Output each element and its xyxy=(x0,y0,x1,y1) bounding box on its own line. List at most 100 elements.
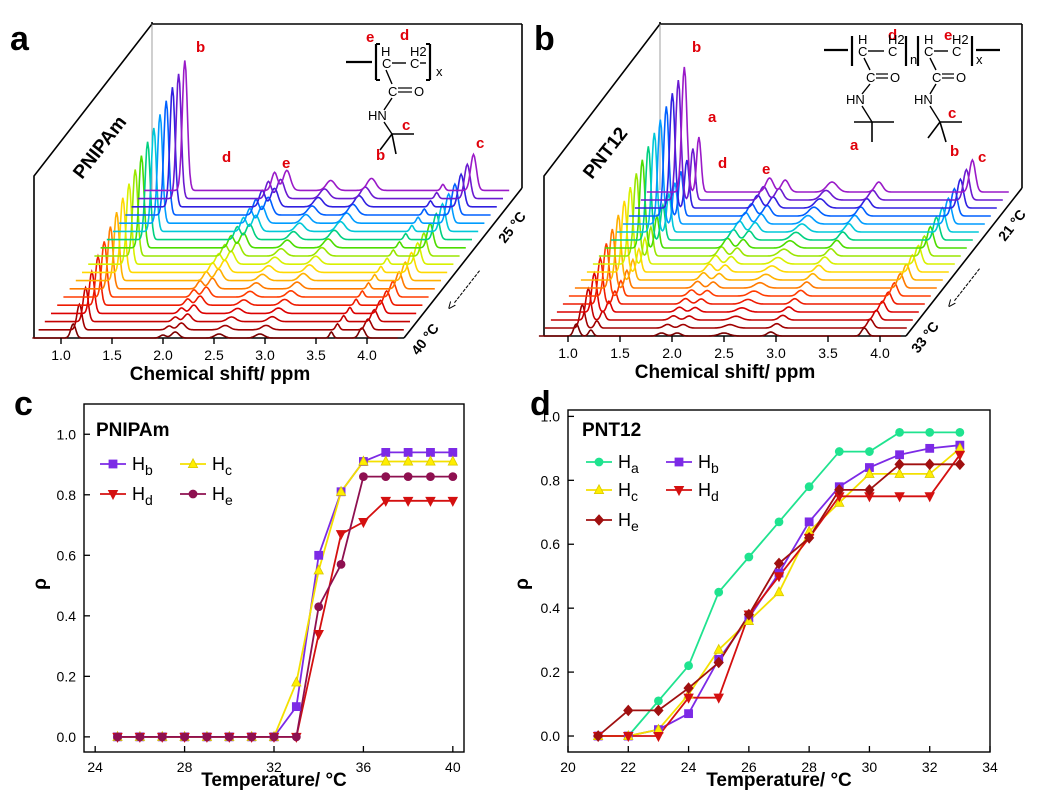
struct-label-d: d xyxy=(400,27,409,44)
marker-triangle-down xyxy=(335,530,347,541)
x-tick-label: 1.5 xyxy=(102,347,122,363)
marker-circle xyxy=(895,427,904,437)
x-tick-label: 2.0 xyxy=(662,345,682,361)
x-tick-label: 20 xyxy=(560,759,576,775)
spectrum-trace xyxy=(51,269,417,315)
peak-label-d-a: d xyxy=(222,149,231,166)
spectrum-trace xyxy=(574,228,937,289)
marker-circle xyxy=(336,559,346,569)
struct-h-1: H xyxy=(858,32,867,47)
series-line-Hd xyxy=(117,499,453,738)
y-tick-label: 0.6 xyxy=(541,536,561,552)
spectrum-trace xyxy=(616,132,979,233)
y-axis-label-c: ρ xyxy=(30,578,51,590)
spectrum-trace xyxy=(88,183,454,265)
marker-triangle-down xyxy=(683,693,694,704)
x-axis-label-a: Chemical shift/ ppm xyxy=(130,364,311,385)
chart-title-c: PNIPAm xyxy=(96,420,170,441)
marker-square xyxy=(426,448,435,457)
spectrum-trace xyxy=(550,286,913,321)
marker-circle xyxy=(157,732,167,742)
spectrum-trace xyxy=(131,87,497,208)
marker-circle xyxy=(359,472,368,482)
spectrum-trace xyxy=(586,200,949,273)
polymer-name-a: PNIPAm xyxy=(69,112,131,183)
y-axis-label-d: ρ xyxy=(512,578,533,590)
struct-label-c: c xyxy=(948,105,956,122)
struct-h-2: H xyxy=(924,32,933,47)
y-tick-label: 0.0 xyxy=(541,728,561,744)
legend-sub: b xyxy=(145,462,153,478)
struct-c-4: C xyxy=(952,44,961,59)
peak-label-b-a: b xyxy=(196,39,205,56)
y-tick-label: 0.4 xyxy=(541,600,561,616)
spectra-stack-b xyxy=(538,66,1009,337)
x-ticks-a: 1.0 1.5 2.0 2.5 3.0 3.5 4.0 xyxy=(51,338,377,363)
struct-label-e: e xyxy=(366,29,374,46)
y-tick-label: 0.0 xyxy=(57,729,77,745)
x-tick-label: 22 xyxy=(620,759,636,775)
marker-triangle-up xyxy=(713,643,724,654)
spectrum-trace xyxy=(100,155,466,249)
marker-triangle-down xyxy=(358,518,369,529)
series-d xyxy=(592,427,966,743)
marker-triangle-down xyxy=(402,496,414,507)
x-tick-label: 24 xyxy=(87,759,103,775)
peak-label-e-b: e xyxy=(762,161,770,178)
legend-c: Hb Hc Hd He xyxy=(100,454,233,508)
x-tick-label: 3.0 xyxy=(766,345,786,361)
marker-circle xyxy=(188,489,198,499)
peak-label-e-a: e xyxy=(282,155,290,172)
spectrum-trace xyxy=(610,146,973,241)
marker-square xyxy=(381,448,391,457)
marker-triangle-down xyxy=(894,492,905,503)
marker-diamond xyxy=(773,557,785,570)
marker-triangle-up xyxy=(593,483,605,495)
marker-diamond xyxy=(713,656,724,669)
marker-circle xyxy=(426,472,435,482)
x-tick-label: 24 xyxy=(681,759,697,775)
spectrum-trace xyxy=(556,270,919,313)
x-tick-label: 28 xyxy=(801,759,817,775)
panel-label-a: a xyxy=(10,20,30,58)
struct-label-d: d xyxy=(888,27,897,44)
marker-circle xyxy=(594,457,604,467)
spectrum-trace xyxy=(94,169,460,257)
spectrum-trace xyxy=(628,106,991,217)
spectrum-trace xyxy=(538,322,901,337)
marker-circle xyxy=(654,696,663,706)
struct-c3: C xyxy=(388,84,397,99)
marker-circle xyxy=(381,472,391,482)
box-outline-depth xyxy=(403,187,523,339)
marker-diamond xyxy=(593,514,605,526)
marker-triangle-down xyxy=(954,450,966,461)
x-tick-label: 34 xyxy=(982,759,998,775)
series-line-Hb xyxy=(117,451,453,738)
marker-circle xyxy=(403,472,413,482)
y-tick-label: 0.2 xyxy=(541,664,561,680)
struct-c-2: C xyxy=(888,44,897,59)
plot-frame-d xyxy=(567,409,991,753)
box-outline-left xyxy=(543,22,661,336)
struct-label-b: b xyxy=(376,147,385,164)
marker-triangle-up xyxy=(425,455,436,466)
x-tick-label: 3.0 xyxy=(255,347,275,363)
struct-c-3: C xyxy=(924,44,933,59)
x-tick-label: 3.5 xyxy=(818,345,838,361)
x-tick-label: 2.0 xyxy=(153,347,173,363)
marker-circle xyxy=(804,482,814,492)
struct-c2: C xyxy=(410,56,419,71)
marker-triangle-down xyxy=(924,492,935,503)
struct-o-1: O xyxy=(890,70,900,85)
spectrum-trace xyxy=(106,141,472,241)
marker-square xyxy=(448,448,458,457)
legend-label-He: He xyxy=(212,484,233,508)
marker-square xyxy=(925,443,935,453)
peak-label-b-b: b xyxy=(692,39,701,56)
spectrum-trace xyxy=(63,241,429,298)
legend-label-Hb: Hb xyxy=(698,452,719,476)
y-tick-label: 0.6 xyxy=(57,547,77,563)
spectrum-trace xyxy=(125,100,491,216)
spectrum-trace xyxy=(604,159,967,249)
